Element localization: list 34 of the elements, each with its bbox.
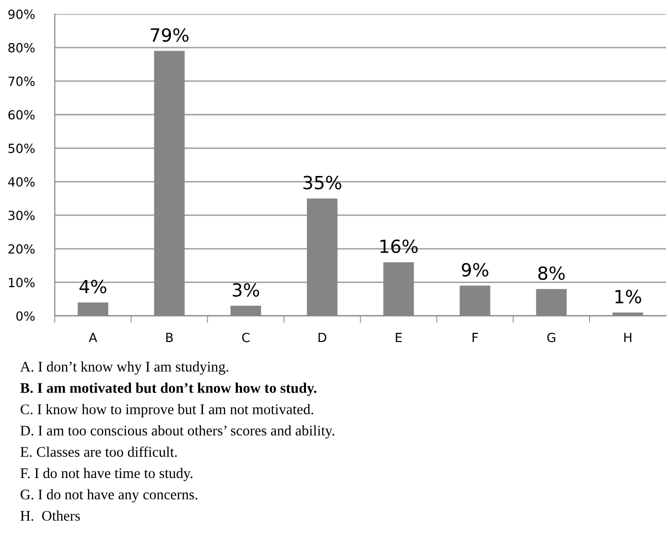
data-label: 1%: [615, 290, 642, 304]
y-tick-label: 70%: [8, 76, 35, 86]
x-tick-label: E: [396, 332, 402, 342]
text: B. I am motivated but don’t know how to study.: [20, 382, 316, 396]
data-label: 8%: [538, 266, 565, 280]
data-label: 16%: [380, 239, 418, 254]
y-tick-label: 20%: [8, 244, 35, 254]
y-tick-label: 30%: [8, 210, 35, 220]
x-tick-label: C: [242, 332, 250, 342]
x-tick-label: H: [624, 332, 632, 342]
y-tick-label: 80%: [8, 43, 35, 52]
y-tick-label: 10%: [8, 278, 35, 288]
x-tick-label: B: [166, 332, 173, 342]
data-label: 4%: [80, 280, 106, 294]
text: E. Classes are too difficult.: [20, 446, 177, 457]
text: G. I do not have any concerns.: [20, 489, 198, 502]
x-tick-label: D: [318, 332, 326, 342]
y-tick-label: 60%: [8, 110, 35, 120]
text: A. I don’t know why I am studying.: [20, 361, 228, 375]
data-label: 3%: [232, 283, 260, 297]
x-tick-label: A: [88, 332, 98, 342]
y-tick-label: 90%: [8, 9, 35, 19]
data-label: 9%: [462, 262, 488, 277]
y-tick-label: 50%: [8, 144, 35, 154]
data-label: 79%: [150, 28, 188, 42]
x-tick-label: F: [472, 332, 478, 342]
y-tick-label: 0%: [16, 311, 35, 321]
data-label: 35%: [303, 176, 342, 190]
text: F. I do not have time to study.: [20, 468, 192, 482]
text: C. I know how to improve but I am not motivated.: [20, 404, 314, 418]
x-tick-label: G: [547, 332, 556, 342]
y-tick-label: 40%: [8, 177, 35, 187]
text: H. Others: [20, 510, 80, 521]
text: D. I am too conscious about others’ scores and ability.: [20, 425, 334, 439]
